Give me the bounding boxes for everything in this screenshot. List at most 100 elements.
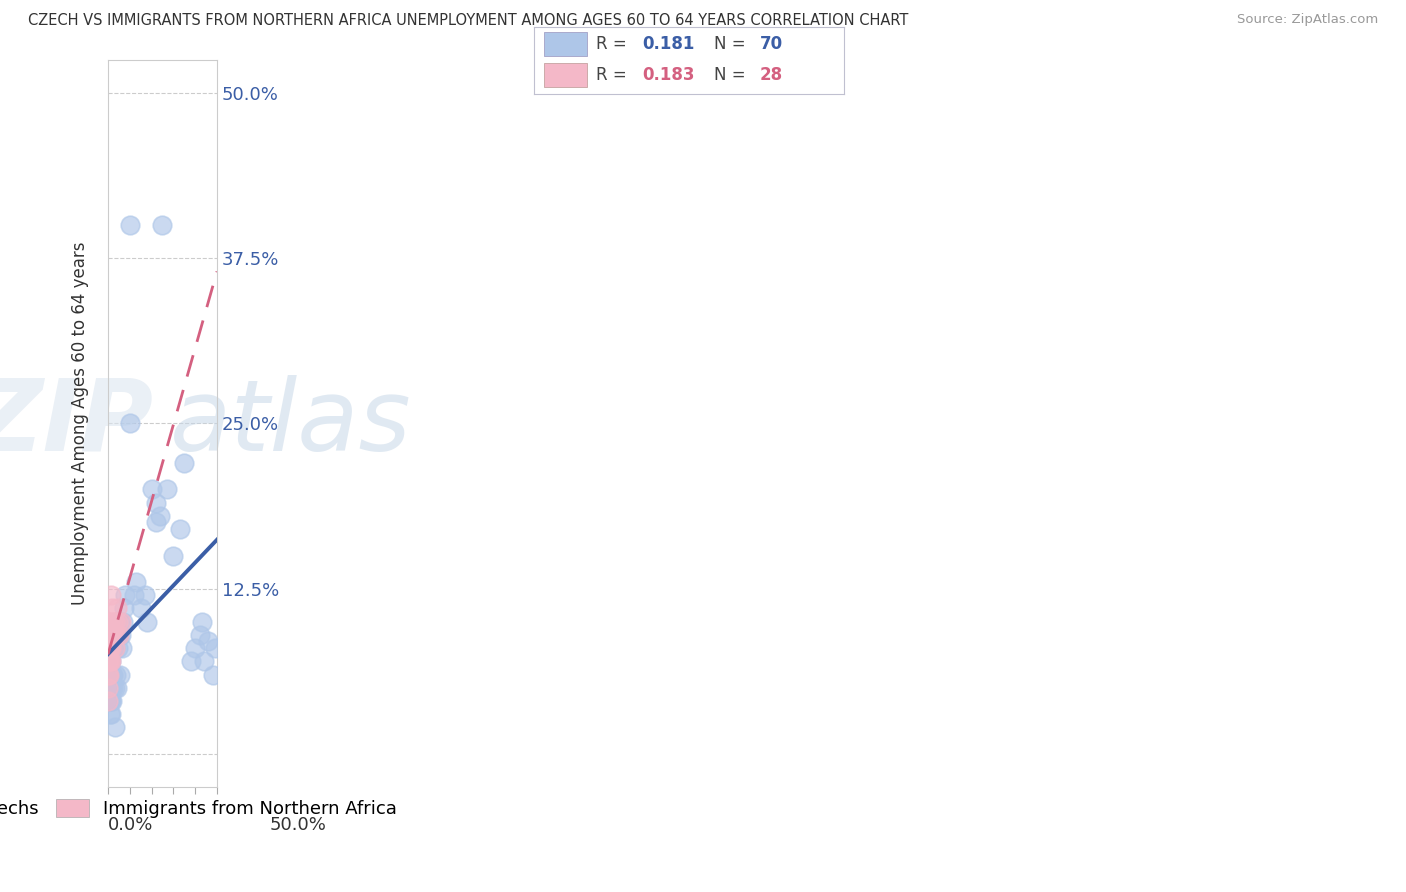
Point [98,681,121,695]
Point [173,456,195,470]
Point [98,681,121,695]
Point [98,628,121,642]
Point [97,681,120,695]
Point [104,628,127,642]
Point [156,483,179,497]
Point [204,641,226,656]
Point [104,628,127,642]
FancyBboxPatch shape [544,32,586,56]
Point [108,628,131,642]
Point [103,628,125,642]
Point [100,654,122,668]
Point [145,516,167,530]
Text: 50.0%: 50.0% [269,816,326,834]
Point [100,694,122,708]
Text: Source: ZipAtlas.com: Source: ZipAtlas.com [1237,13,1378,27]
Point [97,694,120,708]
Point [97,615,120,629]
Point [98,628,121,642]
Text: 28: 28 [761,66,783,84]
Point [101,681,124,695]
Point [97,694,120,708]
Point [103,681,125,695]
Point [97,654,120,668]
Point [103,641,125,656]
Point [100,681,122,695]
Point [112,601,135,615]
Text: ZIP: ZIP [0,375,153,472]
Point [190,615,212,629]
Point [112,615,135,629]
Point [97,694,120,708]
Point [101,694,124,708]
Point [101,601,124,615]
Point [103,667,125,681]
Point [98,654,121,668]
Text: atlas: atlas [170,375,412,472]
Point [100,588,122,602]
Point [105,615,128,629]
Point [98,707,121,722]
Point [201,667,224,681]
Text: CZECH VS IMMIGRANTS FROM NORTHERN AFRICA UNEMPLOYMENT AMONG AGES 60 TO 64 YEARS : CZECH VS IMMIGRANTS FROM NORTHERN AFRICA… [28,13,908,29]
Point [97,667,120,681]
Point [97,681,120,695]
Point [97,694,120,708]
Point [97,667,120,681]
Text: R =: R = [596,35,633,53]
Point [97,628,120,642]
Point [193,654,215,668]
Point [108,628,131,642]
Point [98,667,121,681]
Text: R =: R = [596,66,633,84]
Point [169,522,191,536]
Point [162,549,184,563]
Point [98,641,121,656]
Point [180,654,202,668]
Point [98,681,121,695]
Point [103,615,125,629]
Point [152,218,174,232]
Point [134,588,156,602]
Point [98,694,121,708]
Point [100,681,122,695]
Point [149,508,172,523]
Point [136,615,159,629]
FancyBboxPatch shape [544,62,586,87]
Y-axis label: Unemployment Among Ages 60 to 64 years: Unemployment Among Ages 60 to 64 years [72,242,89,605]
Point [118,218,141,232]
Point [125,574,148,589]
Point [100,667,122,681]
Point [100,707,122,722]
Point [98,641,121,656]
Point [101,667,124,681]
Point [98,654,121,668]
Text: 0.183: 0.183 [643,66,695,84]
Point [107,641,129,656]
Point [100,641,122,656]
Point [114,588,136,602]
Point [122,588,145,602]
Point [97,667,120,681]
Point [105,601,128,615]
Point [98,615,121,629]
Point [110,628,132,642]
Point [145,495,167,509]
Point [111,641,134,656]
Point [97,654,120,668]
Point [129,601,152,615]
Text: 0.0%: 0.0% [108,816,153,834]
Point [188,628,211,642]
Point [101,628,124,642]
Point [103,641,125,656]
Point [197,634,219,648]
Point [110,615,132,629]
Point [103,720,125,734]
Point [97,654,120,668]
Point [103,641,125,656]
Point [97,681,120,695]
Point [184,641,207,656]
Point [98,641,121,656]
Point [107,615,129,629]
Point [97,641,120,656]
